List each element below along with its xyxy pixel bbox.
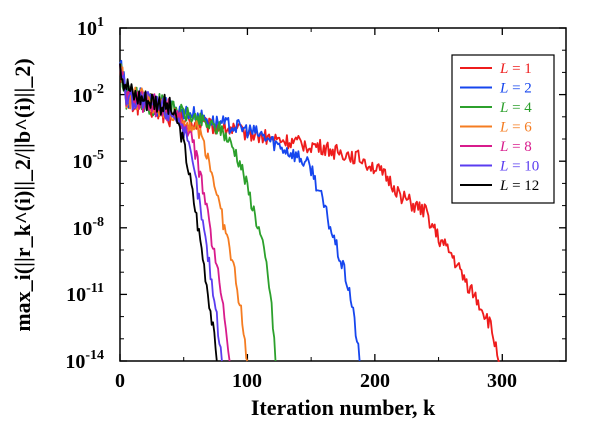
series-lines xyxy=(119,59,500,362)
y-tick-label: 10-5 xyxy=(72,148,104,173)
y-tick-label: 10-11 xyxy=(66,281,104,306)
y-tick-labels: 101 10-2 10-5 10-8 10-11 10-14 xyxy=(65,15,104,373)
x-tick-label: 200 xyxy=(360,370,390,392)
x-tick-label: 0 xyxy=(115,370,125,392)
legend-label: L = 6 xyxy=(499,120,532,136)
legend-label: L = 1 xyxy=(499,61,532,77)
x-axis-title: Iteration number, k xyxy=(251,395,436,420)
y-axis-title: max_i(||r_k^(i)||_2/||b^(i)||_2) xyxy=(10,58,35,331)
series-line xyxy=(119,63,218,362)
x-tick-labels: 0 100 200 300 xyxy=(115,370,517,392)
legend-label: L = 4 xyxy=(499,100,532,116)
series-line xyxy=(119,63,249,362)
legend: L = 1 L = 2 L = 4 L = 6 L = 8 L = 10 L = 12 xyxy=(451,54,555,204)
y-tick-label: 10-2 xyxy=(72,82,104,107)
x-tick-label: 100 xyxy=(232,370,262,392)
legend-label: L = 10 xyxy=(499,159,539,175)
y-tick-label: 10-14 xyxy=(65,348,104,373)
axis-ticks xyxy=(119,27,566,362)
legend-box xyxy=(451,54,555,204)
legend-label: L = 2 xyxy=(499,81,532,97)
y-tick-label: 10-8 xyxy=(72,215,104,240)
x-tick-label: 300 xyxy=(487,370,517,392)
y-tick-label: 101 xyxy=(77,15,104,40)
legend-label: L = 8 xyxy=(499,139,532,155)
legend-label: L = 12 xyxy=(499,178,539,194)
plot-area xyxy=(119,27,567,362)
